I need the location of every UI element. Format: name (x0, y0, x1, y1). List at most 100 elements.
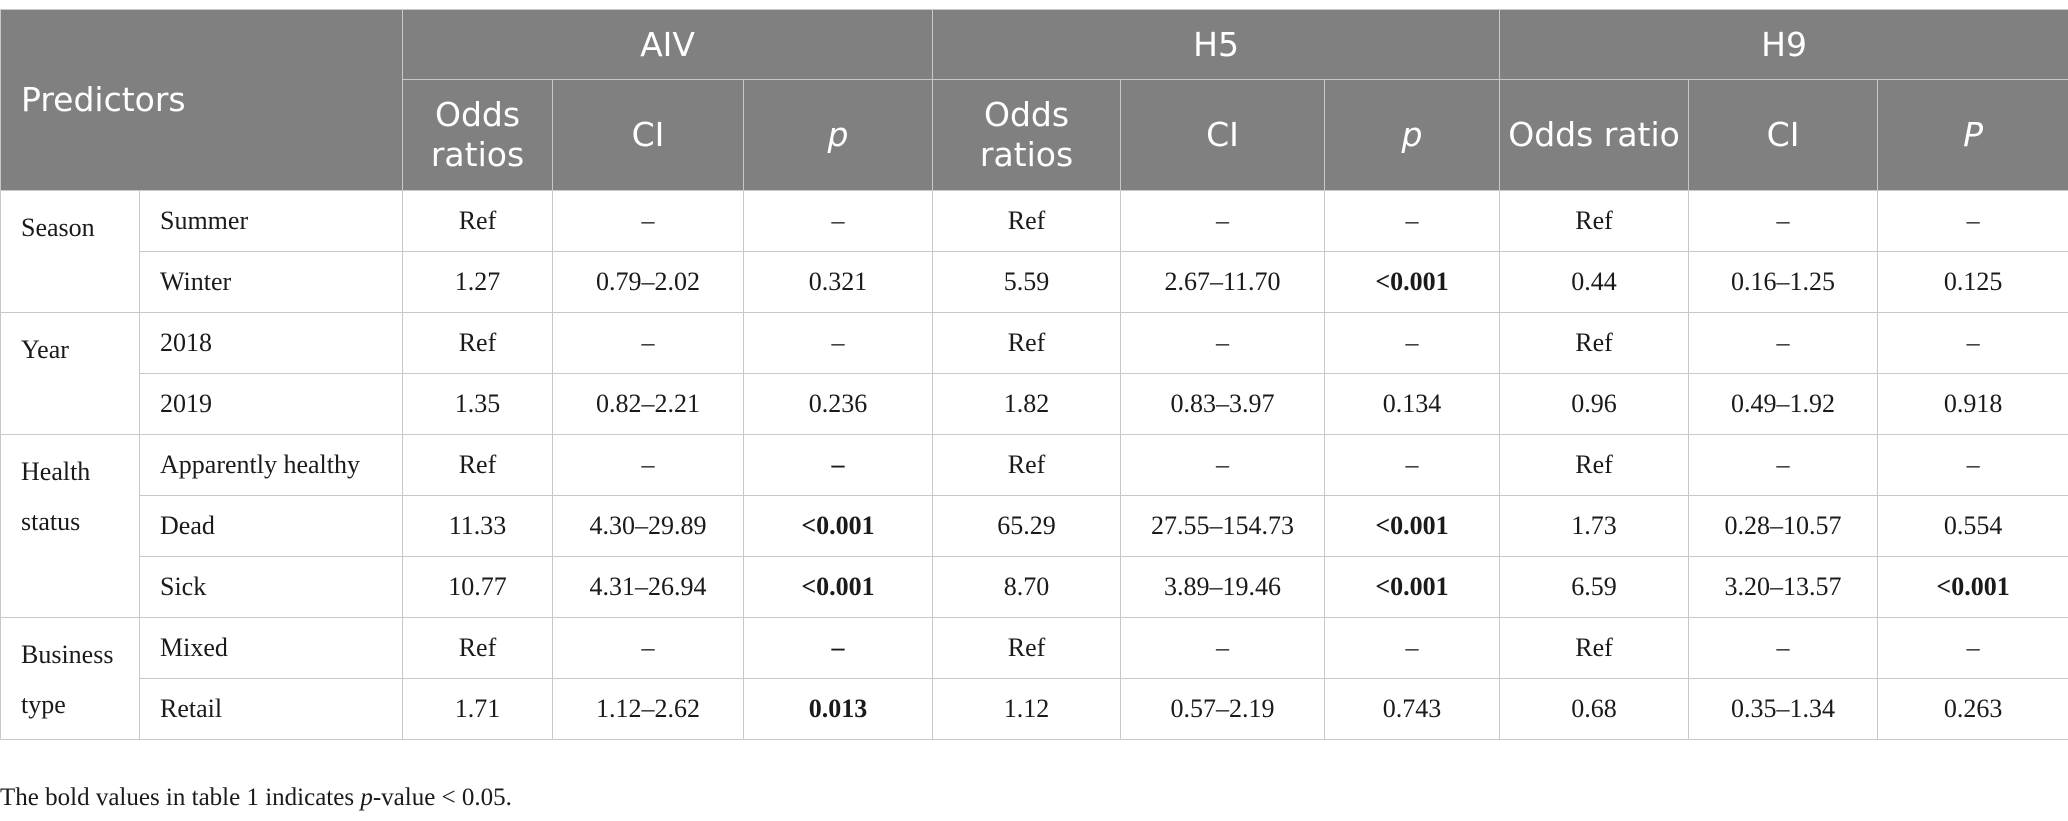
value-cell: <0.001 (1324, 556, 1501, 618)
value-cell: 4.31–26.94 (552, 556, 744, 618)
footnote-p: p (360, 784, 373, 811)
value-cell: <0.001 (1324, 495, 1501, 557)
h5-p-header: p (1324, 79, 1501, 191)
value-cell: Ref (1499, 190, 1690, 252)
value-cell: 0.321 (742, 251, 934, 313)
value-cell: Ref (932, 190, 1122, 252)
table-row: Business type Mixed Ref – – Ref – – Ref … (0, 617, 2068, 740)
value-cell: 1.35 (402, 373, 553, 435)
value-cell: 8.70 (932, 556, 1122, 618)
footnote-pre: The bold values in table 1 indicates (0, 784, 361, 811)
table-row: Health status Apparently healthy Ref – –… (0, 434, 2068, 618)
level-cell: 2018 (139, 312, 403, 374)
value-cell: – (1877, 190, 2068, 252)
value-cell: <0.001 (1877, 556, 2068, 618)
value-cell: 0.918 (1877, 373, 2068, 435)
value-cell: – (1120, 434, 1326, 496)
value-cell: Ref (402, 617, 553, 679)
value-cell: 11.33 (402, 495, 553, 557)
value-cell: – (742, 190, 934, 252)
value-cell: 0.263 (1877, 678, 2068, 740)
level-cell: Winter (139, 251, 403, 313)
level-cell: Summer (139, 190, 403, 252)
h9-p-header: P (1877, 79, 2068, 191)
value-cell: 0.57–2.19 (1120, 678, 1326, 740)
value-cell: 0.013 (742, 678, 934, 740)
group-header-h9: H9 (1499, 9, 2068, 80)
value-cell: – (552, 617, 744, 679)
table-row: Winter 1.27 0.79–2.02 0.321 5.59 2.67–11… (1, 251, 2068, 313)
aiv-p-header: p (742, 79, 934, 191)
table-row: Season Summer Ref – – Ref – – Ref – – (0, 190, 2068, 313)
value-cell: Ref (402, 434, 553, 496)
value-cell: Ref (402, 312, 553, 374)
value-cell: 0.743 (1324, 678, 1501, 740)
value-cell: 3.20–13.57 (1688, 556, 1879, 618)
value-cell: 2.67–11.70 (1120, 251, 1326, 313)
value-cell: 1.71 (402, 678, 553, 740)
predictor-cell: Health status (0, 434, 140, 618)
level-cell: Retail (139, 678, 403, 740)
value-cell: 0.35–1.34 (1688, 678, 1879, 740)
value-cell: 0.554 (1877, 495, 2068, 557)
value-cell: <0.001 (1324, 251, 1501, 313)
value-cell: 5.59 (932, 251, 1122, 313)
value-cell: – (1877, 312, 2068, 374)
value-cell: 0.83–3.97 (1120, 373, 1326, 435)
value-cell: Ref (932, 617, 1122, 679)
value-cell: – (1688, 617, 1879, 679)
value-cell: Ref (1499, 312, 1690, 374)
predictor-cell: Business type (0, 617, 140, 740)
value-cell: – (742, 312, 934, 374)
value-cell: 1.27 (402, 251, 553, 313)
value-cell: – (1324, 312, 1501, 374)
table-row: Retail 1.71 1.12–2.62 0.013 1.12 0.57–2.… (1, 678, 2068, 740)
h9-ci-header: CI (1688, 79, 1879, 191)
predictors-header: Predictors (0, 9, 403, 191)
value-cell: – (742, 434, 934, 496)
table-row: Year 2018 Ref – – Ref – – Ref – – (0, 312, 2068, 435)
value-cell: 10.77 (402, 556, 553, 618)
odds-ratio-table: Predictors AIV H5 H9 Odds ratios CI p Od… (0, 9, 2068, 740)
table-row: 2019 1.35 0.82–2.21 0.236 1.82 0.83–3.97… (1, 373, 2068, 435)
level-cell: 2019 (139, 373, 403, 435)
value-cell: Ref (1499, 617, 1690, 679)
h5-odds-header: Odds ratios (932, 79, 1122, 191)
table-row: Dead 11.33 4.30–29.89 <0.001 65.29 27.55… (1, 495, 2068, 557)
value-cell: Ref (402, 190, 553, 252)
value-cell: 0.28–10.57 (1688, 495, 1879, 557)
level-cell: Apparently healthy (139, 434, 403, 496)
value-cell: 1.73 (1499, 495, 1690, 557)
value-cell: 0.79–2.02 (552, 251, 744, 313)
level-cell: Mixed (139, 617, 403, 679)
value-cell: – (1324, 617, 1501, 679)
value-cell: <0.001 (742, 495, 934, 557)
value-cell: 1.82 (932, 373, 1122, 435)
group-header-aiv: AIV (401, 9, 934, 80)
value-cell: Ref (1499, 434, 1690, 496)
value-cell: – (1877, 617, 2068, 679)
predictor-cell: Year (0, 312, 140, 435)
value-cell: – (1324, 434, 1501, 496)
value-cell: 0.125 (1877, 251, 2068, 313)
value-cell: 27.55–154.73 (1120, 495, 1326, 557)
value-cell: – (1120, 617, 1326, 679)
footnote-post: -value < 0.05. (372, 784, 512, 811)
group-header-h5: H5 (932, 9, 1501, 80)
value-cell: – (1688, 190, 1879, 252)
value-cell: 6.59 (1499, 556, 1690, 618)
value-cell: – (1120, 190, 1326, 252)
value-cell: – (1688, 312, 1879, 374)
predictor-cell: Season (0, 190, 140, 313)
table-footnote: The bold values in table 1 indicates p-v… (0, 784, 512, 812)
value-cell: 0.134 (1324, 373, 1501, 435)
value-cell: – (552, 190, 744, 252)
value-cell: Ref (932, 312, 1122, 374)
value-cell: – (742, 617, 934, 679)
value-cell: 1.12–2.62 (552, 678, 744, 740)
value-cell: <0.001 (742, 556, 934, 618)
results-table-container: Predictors AIV H5 H9 Odds ratios CI p Od… (0, 9, 2068, 740)
value-cell: 0.236 (742, 373, 934, 435)
value-cell: – (552, 434, 744, 496)
value-cell: 4.30–29.89 (552, 495, 744, 557)
